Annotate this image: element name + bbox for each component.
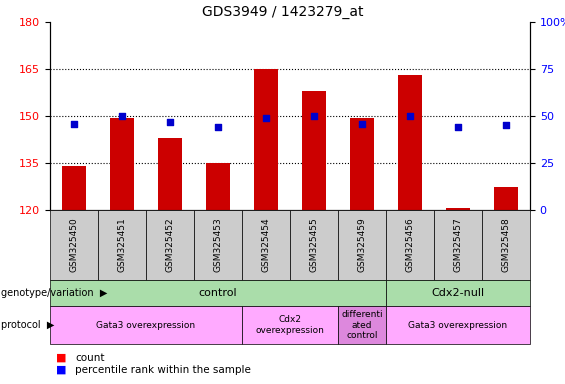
Text: differenti
ated
control: differenti ated control	[341, 310, 383, 340]
Text: GSM325454: GSM325454	[262, 218, 271, 272]
Text: Gata3 overexpression: Gata3 overexpression	[97, 321, 195, 329]
Point	[358, 121, 367, 127]
Text: genotype/variation  ▶: genotype/variation ▶	[1, 288, 107, 298]
Point	[310, 113, 319, 119]
Point	[502, 122, 511, 129]
Bar	[206, 163, 230, 210]
Bar	[398, 75, 422, 210]
Bar	[494, 187, 518, 210]
Text: Cdx2-null: Cdx2-null	[432, 288, 485, 298]
Bar	[302, 91, 326, 210]
Point	[406, 113, 415, 119]
Text: GSM325457: GSM325457	[454, 218, 463, 272]
Text: GSM325451: GSM325451	[118, 218, 127, 272]
Text: GDS3949 / 1423279_at: GDS3949 / 1423279_at	[202, 5, 363, 19]
Point	[69, 121, 79, 127]
Text: ■: ■	[55, 365, 66, 375]
Bar	[350, 118, 374, 210]
Text: GSM325456: GSM325456	[406, 218, 415, 272]
Text: Cdx2
overexpression: Cdx2 overexpression	[255, 315, 324, 335]
Text: control: control	[199, 288, 237, 298]
Bar	[446, 209, 470, 210]
Text: count: count	[75, 353, 105, 363]
Text: GSM325455: GSM325455	[310, 218, 319, 272]
Text: ■: ■	[55, 353, 66, 363]
Bar	[110, 118, 134, 210]
Point	[118, 113, 127, 119]
Text: protocol  ▶: protocol ▶	[1, 320, 54, 330]
Text: GSM325459: GSM325459	[358, 218, 367, 272]
Point	[214, 124, 223, 130]
Point	[454, 124, 463, 130]
Text: percentile rank within the sample: percentile rank within the sample	[75, 365, 251, 375]
Bar	[62, 166, 86, 210]
Text: GSM325450: GSM325450	[69, 218, 79, 272]
Bar	[158, 138, 182, 210]
Point	[262, 115, 271, 121]
Text: GSM325458: GSM325458	[502, 218, 511, 272]
Text: Gata3 overexpression: Gata3 overexpression	[408, 321, 507, 329]
Text: GSM325452: GSM325452	[166, 218, 175, 272]
Text: GSM325453: GSM325453	[214, 218, 223, 272]
Point	[166, 119, 175, 125]
Bar	[254, 69, 278, 210]
